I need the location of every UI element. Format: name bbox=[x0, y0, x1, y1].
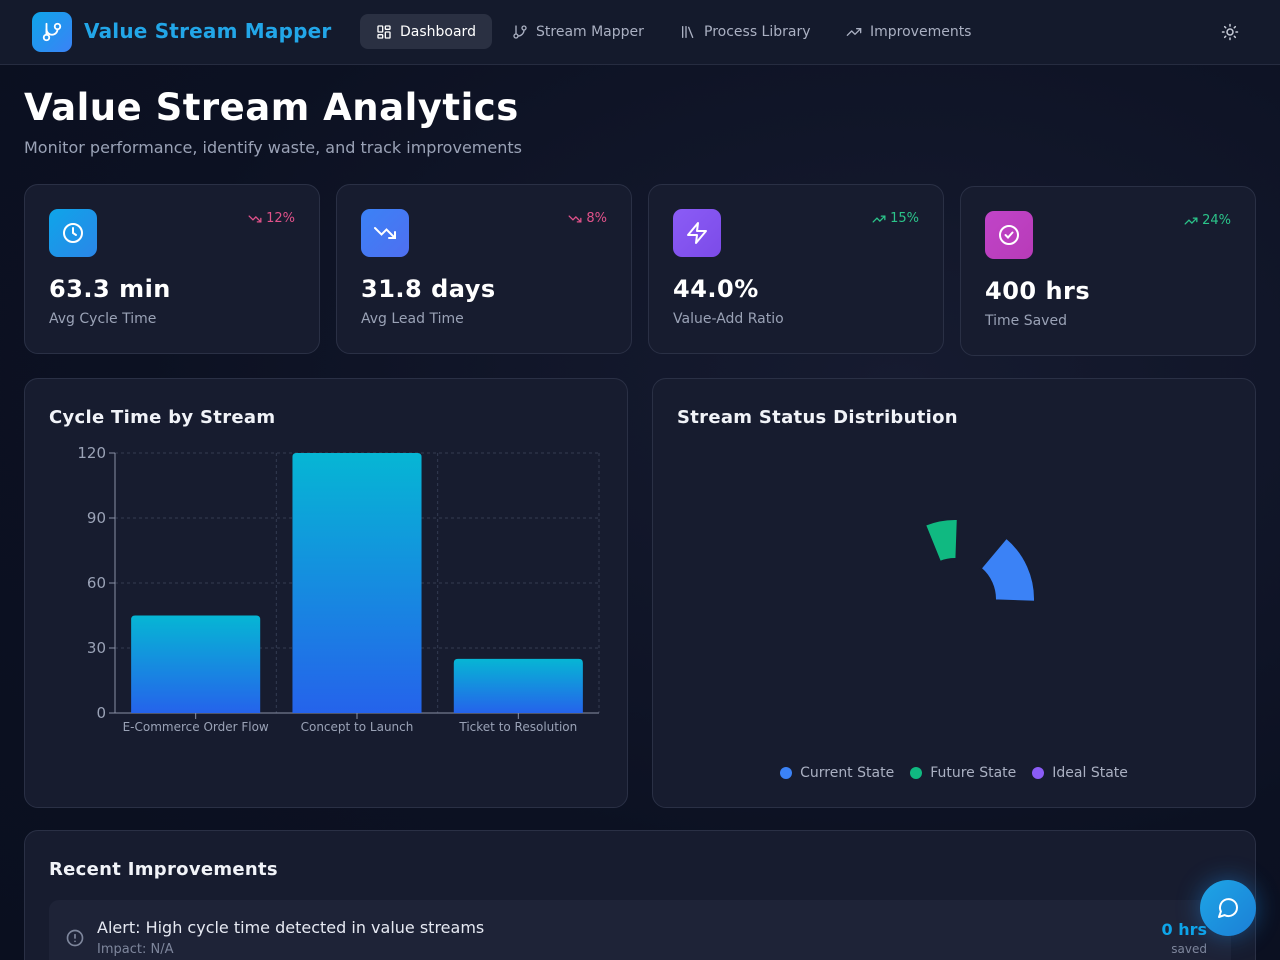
nav-label: Improvements bbox=[870, 23, 972, 40]
pie-slice-current-state[interactable] bbox=[979, 536, 1036, 603]
page-subtitle: Monitor performance, identify waste, and… bbox=[24, 138, 522, 157]
y-tick-label: 0 bbox=[96, 704, 106, 722]
stat-card-value-add: 15% 44.0% Value-Add Ratio bbox=[648, 184, 944, 354]
pie-slice-future-state[interactable] bbox=[923, 518, 959, 564]
alert-circle-icon bbox=[66, 929, 84, 947]
check-circle-icon bbox=[985, 211, 1033, 259]
bar bbox=[292, 453, 422, 713]
legend-dot bbox=[1032, 767, 1045, 779]
page-title: Value Stream Analytics bbox=[24, 86, 519, 129]
improvement-hours: 0 hrs bbox=[1161, 920, 1207, 939]
chart-legend: Current State Future State Ideal State bbox=[653, 765, 1255, 781]
y-tick-label: 120 bbox=[77, 444, 106, 462]
nav-stream-mapper[interactable]: Stream Mapper bbox=[496, 14, 660, 49]
git-branch-icon bbox=[513, 24, 527, 39]
x-tick-label: Ticket to Resolution bbox=[458, 720, 577, 734]
y-tick-label: 30 bbox=[87, 639, 106, 657]
stat-value: 63.3 min bbox=[49, 275, 171, 303]
trend-badge: 24% bbox=[1184, 213, 1231, 228]
nav-dashboard[interactable]: Dashboard bbox=[360, 14, 492, 49]
legend-dot bbox=[780, 767, 793, 779]
x-tick-label: Concept to Launch bbox=[301, 720, 414, 734]
stat-label: Time Saved bbox=[985, 313, 1067, 329]
x-tick-label: E-Commerce Order Flow bbox=[123, 720, 269, 734]
legend-label: Ideal State bbox=[1052, 765, 1128, 781]
chat-icon bbox=[1218, 898, 1239, 918]
trend-value: 24% bbox=[1202, 213, 1231, 228]
recent-improvements-card: Recent Improvements Alert: High cycle ti… bbox=[24, 830, 1256, 960]
stat-value: 31.8 days bbox=[361, 275, 496, 303]
nav-improvements[interactable]: Improvements bbox=[830, 14, 987, 49]
trending-up-icon bbox=[872, 214, 886, 223]
legend-item-ideal[interactable]: Ideal State bbox=[1032, 765, 1128, 781]
trend-badge: 15% bbox=[872, 211, 919, 226]
nav-label: Process Library bbox=[704, 23, 811, 40]
stat-card-cycle-time: 12% 63.3 min Avg Cycle Time bbox=[24, 184, 320, 354]
stat-card-lead-time: 8% 31.8 days Avg Lead Time bbox=[336, 184, 632, 354]
nav-label: Dashboard bbox=[400, 23, 476, 40]
cycle-time-chart-card: Cycle Time by Stream 0 30 60 90 120 E-Commerc… bbox=[24, 378, 628, 808]
trend-badge: 12% bbox=[248, 211, 295, 226]
chart-title: Stream Status Distribution bbox=[677, 407, 958, 428]
library-icon bbox=[682, 25, 694, 38]
stat-card-time-saved: 24% 400 hrs Time Saved bbox=[960, 186, 1256, 356]
stat-label: Avg Lead Time bbox=[361, 311, 464, 327]
trend-badge: 8% bbox=[568, 211, 607, 226]
sun-icon bbox=[1221, 23, 1239, 41]
stat-value: 44.0% bbox=[673, 275, 759, 303]
stat-label: Value-Add Ratio bbox=[673, 311, 784, 327]
section-title: Recent Improvements bbox=[49, 859, 278, 880]
logo-icon[interactable] bbox=[32, 12, 72, 52]
trending-down-icon bbox=[361, 209, 409, 257]
top-nav: Value Stream Mapper Dashboard Stream Map… bbox=[0, 0, 1280, 65]
improvement-title: Alert: High cycle time detected in value… bbox=[97, 918, 485, 937]
trend-value: 15% bbox=[890, 211, 919, 226]
stat-value: 400 hrs bbox=[985, 277, 1091, 305]
status-chart-card: Stream Status Distribution Current State… bbox=[652, 378, 1256, 808]
trending-up-icon bbox=[1184, 216, 1198, 225]
legend-dot bbox=[910, 767, 923, 779]
chat-button[interactable] bbox=[1200, 880, 1256, 936]
nav-process-library[interactable]: Process Library bbox=[664, 14, 827, 49]
dashboard-icon bbox=[377, 24, 391, 39]
improvement-item[interactable]: Alert: High cycle time detected in value… bbox=[49, 900, 1231, 960]
y-tick-label: 90 bbox=[87, 509, 106, 527]
legend-label: Future State bbox=[930, 765, 1017, 781]
legend-item-future[interactable]: Future State bbox=[910, 765, 1016, 781]
bar bbox=[131, 615, 261, 713]
legend-item-current[interactable]: Current State bbox=[780, 765, 894, 781]
app-title[interactable]: Value Stream Mapper bbox=[84, 19, 332, 43]
chart-title: Cycle Time by Stream bbox=[49, 407, 276, 428]
donut-chart bbox=[923, 518, 1036, 603]
legend-label: Current State bbox=[800, 765, 895, 781]
nav-label: Stream Mapper bbox=[536, 23, 644, 40]
clock-icon bbox=[49, 209, 97, 257]
trending-down-icon bbox=[568, 214, 582, 223]
trend-value: 8% bbox=[586, 211, 607, 226]
improvement-saved-label: saved bbox=[1171, 942, 1207, 956]
stat-label: Avg Cycle Time bbox=[49, 311, 157, 327]
trend-value: 12% bbox=[266, 211, 295, 226]
trending-down-icon bbox=[248, 214, 262, 223]
improvement-impact: Impact: N/A bbox=[97, 942, 174, 957]
trending-up-icon bbox=[846, 27, 862, 36]
zap-icon bbox=[673, 209, 721, 257]
theme-toggle-button[interactable] bbox=[1218, 20, 1242, 44]
y-tick-label: 60 bbox=[87, 574, 106, 592]
bar bbox=[453, 658, 583, 713]
bar-chart: 0 30 60 90 120 E-Commerce Order Flow Concept t… bbox=[77, 444, 600, 734]
